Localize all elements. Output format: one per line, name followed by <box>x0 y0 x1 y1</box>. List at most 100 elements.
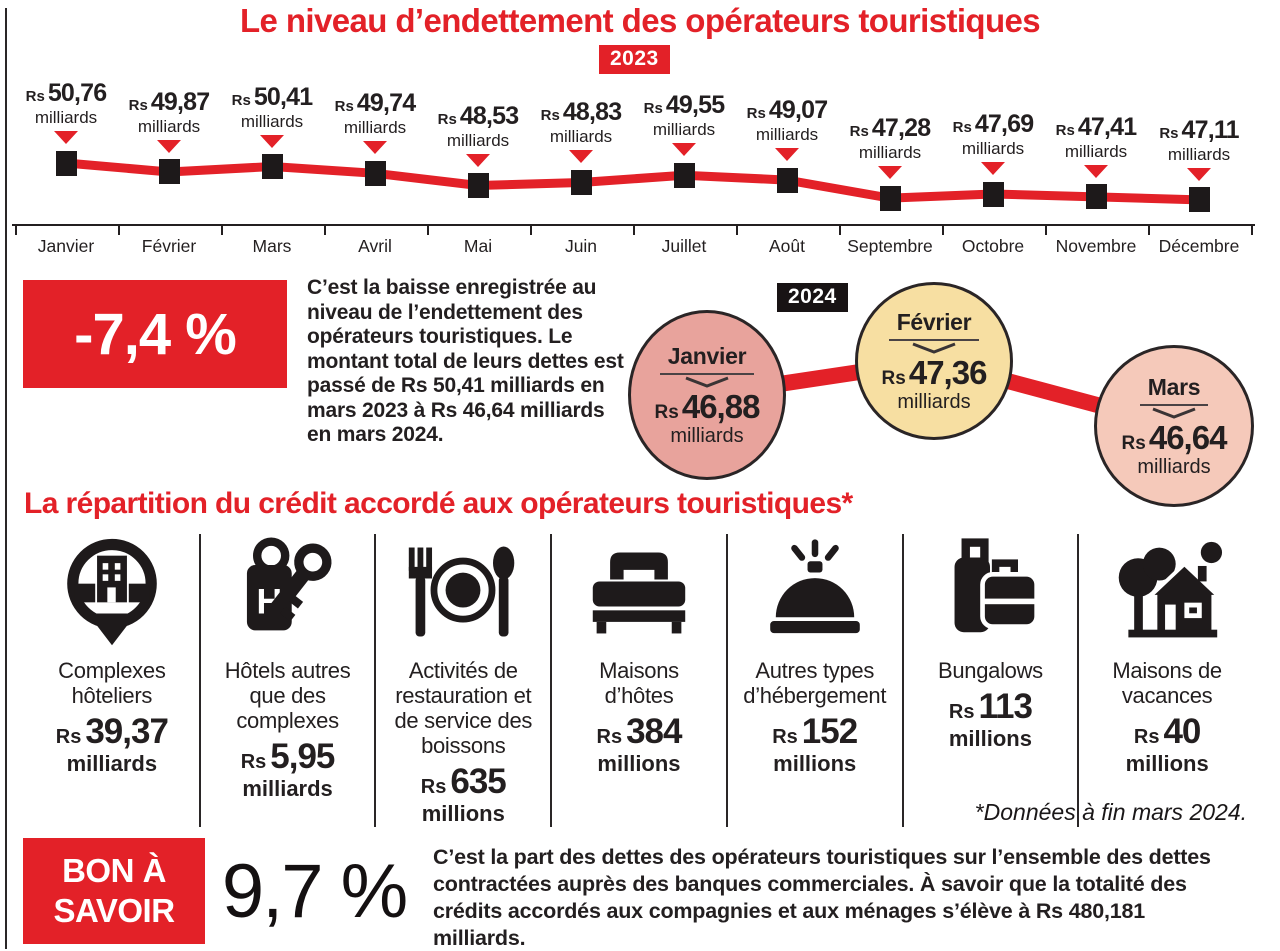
axis-tick <box>220 224 223 235</box>
pointer-triangle-icon <box>1187 167 1211 181</box>
chart-point-marker <box>467 173 489 199</box>
pointer-triangle-icon <box>54 131 78 144</box>
pointer-triangle-icon <box>260 134 284 148</box>
pointer-triangle-icon <box>672 143 696 157</box>
year-badge-2023: 2023 <box>599 45 670 74</box>
chart-value-label: Rs 48,83 milliards <box>540 98 623 147</box>
credit-item-bungalows: Bungalows Rs 113 millions <box>904 534 1080 827</box>
credit-item-unit: millions <box>948 726 1032 751</box>
highlight-text: C’est la baisse enregistrée au niveau de… <box>307 276 624 446</box>
credit-grid: Complexes hôteliers Rs 39,37 milliards H <box>25 534 1255 827</box>
credit-item-label: Autres types d’hébergement <box>743 658 887 708</box>
year-badge-2024: 2024 <box>777 283 848 312</box>
credit-item-unit: milliards <box>242 776 333 801</box>
chart-value-label: Rs 50,76 milliards <box>25 79 108 127</box>
circle-unit: milliards <box>897 390 971 413</box>
pointer-triangle-icon <box>878 166 902 180</box>
credit-item-unit: milliards <box>66 751 158 776</box>
circle-mars-2024: Mars Rs46,64 milliards <box>1094 345 1254 507</box>
chevron-down-icon <box>685 376 729 388</box>
circle-value: Rs47,36 <box>881 353 988 391</box>
chart-value-label: Rs 47,69 milliards <box>952 110 1035 158</box>
bon-a-savoir-value: 9,7 % <box>221 848 408 934</box>
axis-tick <box>14 224 17 235</box>
axis-tick <box>838 224 841 235</box>
chart-month-label: Mai <box>463 236 493 256</box>
credit-item-value: Rs 113 <box>948 687 1033 726</box>
circle-unit: milliards <box>1137 455 1211 478</box>
chart-value-label: Rs 49,55 milliards <box>643 91 726 140</box>
circle-janvier-2024: Janvier Rs46,88 milliards <box>628 310 786 480</box>
credit-item-label: Hôtels autres que des complexes <box>224 658 351 733</box>
axis-tick <box>1044 224 1047 235</box>
credit-item-label: Bungalows <box>937 658 1043 683</box>
chart-value-label: Rs 49,07 milliards <box>746 96 829 145</box>
circle-fevrier-2024: Février Rs47,36 milliards <box>855 282 1013 440</box>
chart-point-marker <box>55 150 77 176</box>
highlight-box: -7,4 % <box>23 280 287 388</box>
chart-month-label: Avril <box>358 236 392 256</box>
chart-value-label: Rs 48,53 milliards <box>437 101 520 150</box>
axis-tick <box>632 224 635 235</box>
axis-tick <box>529 224 532 235</box>
chart-point-marker <box>364 160 386 186</box>
axis-tick <box>117 224 120 235</box>
bon-a-savoir-badge: BON À SAVOIR <box>23 838 205 944</box>
chart-month-label: Février <box>141 236 197 256</box>
pointer-triangle-icon <box>363 141 387 155</box>
circle-month-label: Février <box>888 309 980 341</box>
credit-item-label: Complexes hôteliers <box>58 658 166 708</box>
chart-point-marker <box>776 167 798 193</box>
pointer-triangle-icon <box>775 148 799 162</box>
chart-month-label: Juin <box>564 236 598 256</box>
pointer-triangle-icon <box>569 150 593 164</box>
pointer-triangle-icon <box>981 162 1005 175</box>
chart-point-marker <box>879 185 901 211</box>
chart-value-label: Rs 49,74 milliards <box>334 89 417 138</box>
bon-a-savoir-text: C’est la part des dettes des opérateurs … <box>433 845 1211 950</box>
chart-point-marker <box>1188 187 1210 213</box>
highlight-value: -7,4 % <box>74 301 237 367</box>
credit-item-autres-hebergement: Autres types d’hébergement Rs 152 million… <box>728 534 904 827</box>
axis-tick <box>735 224 738 235</box>
axis-tick <box>426 224 429 235</box>
chart-value-label: Rs 47,41 milliards <box>1055 112 1138 161</box>
debt-chart-2023: Rs 50,76 milliards Janvier Rs 49,87 milliards F… <box>0 0 1280 266</box>
credit-item-value: Rs 39,37 <box>55 712 169 751</box>
chart-month-label: Janvier <box>37 236 95 256</box>
luggage-icon <box>934 534 1046 652</box>
axis-tick <box>1250 224 1253 235</box>
credit-item-value: Rs 635 <box>420 762 507 801</box>
chart-point-marker <box>261 154 283 180</box>
chart-month-label: Août <box>769 236 805 256</box>
bed-icon <box>581 534 697 652</box>
pointer-triangle-icon <box>157 139 181 153</box>
credit-item-unit: millions <box>597 751 681 776</box>
credit-item-hotels-autres: H Hôtels autres que des complexes Rs 5,95… <box>201 534 377 827</box>
chart-point-marker <box>158 159 180 185</box>
service-bell-icon <box>759 534 871 652</box>
credit-item-complexes-hoteliers: Complexes hôteliers Rs 39,37 milliards <box>25 534 201 827</box>
chart-point-marker <box>673 162 695 188</box>
debt-line-2023 <box>65 158 1200 205</box>
credit-item-unit: millions <box>773 751 857 776</box>
axis-tick <box>941 224 944 235</box>
credit-item-value: Rs 152 <box>772 712 858 751</box>
hotel-key-icon: H <box>232 534 344 652</box>
hotel-complex-pin-icon <box>56 534 168 652</box>
chart-value-label: Rs 49,87 milliards <box>128 87 211 136</box>
chart-point-marker <box>982 181 1004 207</box>
restaurant-icon <box>403 534 523 652</box>
chart-month-label: Mars <box>252 236 292 256</box>
axis-tick <box>1147 224 1150 235</box>
chart-value-label: Rs 47,11 milliards <box>1159 115 1239 164</box>
vacation-house-icon <box>1109 534 1225 652</box>
page-title: Le niveau d’endettement des opérateurs t… <box>239 2 1041 39</box>
credit-item-value: Rs 384 <box>596 712 683 751</box>
credit-item-restauration: Activités de restauration et de service … <box>376 534 553 827</box>
left-column-rule <box>5 8 7 949</box>
chart-month-label: Novembre <box>1055 236 1137 256</box>
credit-item-label: Activités de restauration et de service … <box>394 658 533 758</box>
credit-item-label: Maisons d’hôtes <box>599 658 679 708</box>
